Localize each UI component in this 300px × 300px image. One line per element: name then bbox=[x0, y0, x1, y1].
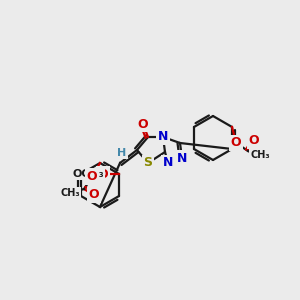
Text: H: H bbox=[117, 148, 127, 158]
Text: CH₃: CH₃ bbox=[60, 188, 80, 198]
Text: O: O bbox=[231, 136, 242, 149]
Text: O: O bbox=[249, 134, 260, 148]
Text: S: S bbox=[143, 157, 152, 169]
Text: H: H bbox=[117, 148, 127, 158]
Text: CH₃: CH₃ bbox=[250, 150, 270, 160]
Text: N: N bbox=[158, 130, 168, 143]
Text: O: O bbox=[87, 170, 97, 184]
Text: N: N bbox=[163, 157, 173, 169]
Text: O: O bbox=[89, 188, 99, 202]
Text: N: N bbox=[177, 152, 187, 164]
Text: O: O bbox=[98, 167, 108, 181]
Text: OCH₃: OCH₃ bbox=[72, 169, 104, 179]
Text: O: O bbox=[138, 118, 148, 130]
